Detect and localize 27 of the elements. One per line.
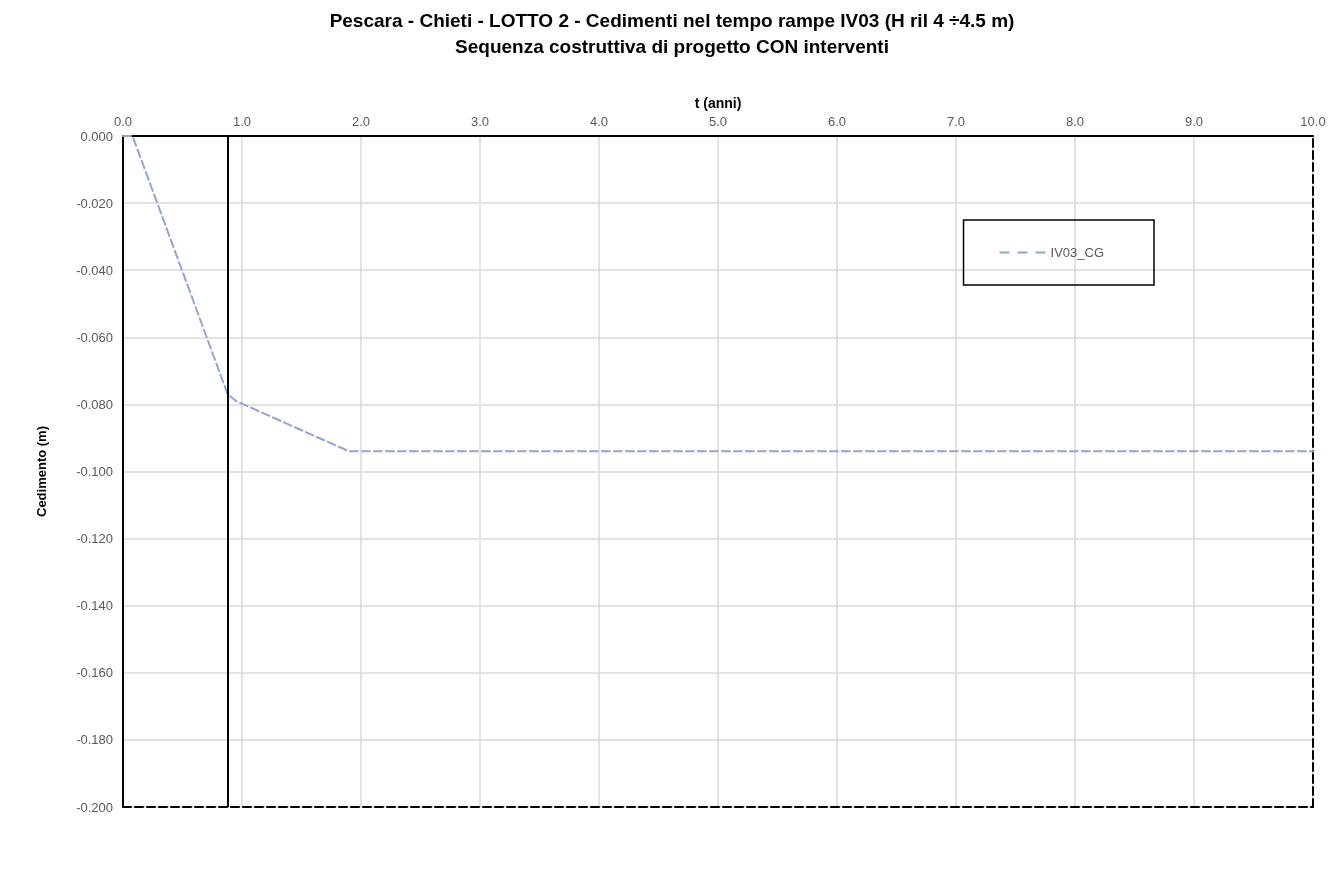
x-tick-label: 0.0 bbox=[113, 114, 133, 129]
y-tick-label: -0.160 bbox=[76, 665, 113, 681]
y-tick-label: -0.040 bbox=[76, 262, 113, 278]
y-tick-label: -0.120 bbox=[76, 531, 113, 547]
chart-title: Pescara - Chieti - LOTTO 2 - Cedimenti nel tempo rampe IV03 (H ril 4 ÷4.5 m) bbox=[329, 10, 1015, 31]
y-tick-label: 0.000 bbox=[80, 128, 113, 144]
x-axis-title: t (anni) bbox=[694, 95, 742, 112]
x-tick-label: 3.0 bbox=[470, 114, 490, 129]
y-tick-label: -0.200 bbox=[76, 799, 113, 815]
chart-subtitle: Sequenza costruttiva di progetto CON interventi bbox=[455, 36, 889, 57]
x-tick-label: 7.0 bbox=[946, 114, 966, 129]
x-tick-label: 10.0 bbox=[1300, 114, 1326, 129]
x-tick-label: 6.0 bbox=[827, 114, 847, 129]
x-tick-label: 4.0 bbox=[589, 114, 609, 129]
y-axis-title: Cedimento (m) bbox=[34, 426, 49, 517]
y-tick-label: -0.020 bbox=[76, 195, 113, 211]
x-tick-label: 8.0 bbox=[1065, 114, 1085, 129]
x-tick-label: 2.0 bbox=[351, 114, 371, 129]
y-tick-label: -0.060 bbox=[76, 329, 113, 345]
y-tick-label: -0.180 bbox=[76, 732, 113, 748]
x-tick-label: 5.0 bbox=[708, 114, 728, 129]
legend-label: IV03_CG bbox=[1050, 245, 1105, 260]
y-tick-label: -0.140 bbox=[76, 598, 113, 614]
x-tick-label: 1.0 bbox=[232, 114, 252, 129]
x-tick-label: 9.0 bbox=[1184, 114, 1204, 129]
y-tick-label: -0.100 bbox=[76, 464, 113, 479]
y-tick-label: -0.080 bbox=[76, 396, 113, 412]
